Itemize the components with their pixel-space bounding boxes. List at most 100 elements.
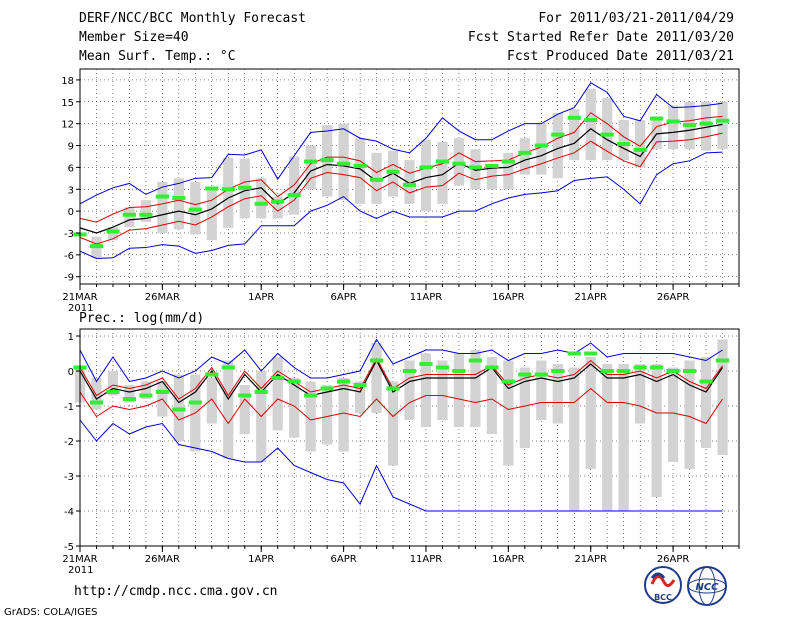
prec-ensemble-bar [717,339,728,455]
temp-xtick-label: 26MAR [145,292,180,303]
ncc-logo: NCC [687,566,727,606]
temp-observation-mark [386,169,400,174]
prec-observation-mark [188,400,202,405]
precipitation-panel: -5 -4 -3 -2 -1 0 1 21MAR 26MAR 1APR 6APR 11APR 16APR… [62,328,740,576]
temp-observation-mark [682,123,697,128]
prec-observation-mark [682,369,697,373]
prec-observation-mark [155,390,169,394]
temp-ytick-label: -3 [64,229,74,240]
temp-lower-std-line [79,132,723,245]
prec-observation-mark [304,393,318,398]
temp-observation-mark [617,142,631,147]
temp-observation-mark [271,199,285,204]
prec-observation-mark [584,351,598,356]
prec-ensemble-bar [486,357,497,434]
prec-ytick-label: -5 [64,542,74,553]
prec-xtick-label: 26APR [657,554,690,565]
footer-url[interactable]: http://cmdp.ncc.cma.gov.cn [74,584,278,599]
ncc-logo-text: NCC [695,582,719,593]
prec-observation-mark [254,390,268,394]
prec-observation-mark [172,407,186,412]
temp-ensemble-bar [223,157,234,228]
prec-xtick-label: 21APR [574,554,607,565]
temp-ensemble-bar [206,189,217,241]
temp-ensemble-bar [635,120,646,168]
temp-observation-mark [715,118,730,123]
temp-ytick-label: 9 [68,142,74,153]
temp-observation-mark [452,161,466,166]
temp-ensemble-bar [602,98,613,161]
prec-ensemble-bar [140,381,152,399]
temp-upper-std-line [79,112,723,223]
prec-ensemble-bar [437,360,448,420]
temp-ensemble-bar [173,178,184,230]
bcc-logo: BCC [644,566,682,604]
prec-observation-mark [666,369,680,373]
temp-observation-mark [600,132,614,137]
temp-ensemble-bar [667,105,679,150]
temp-observation-mark [155,194,169,199]
temp-observation-mark [485,163,499,168]
temp-observation-mark [320,158,334,163]
prec-ytick-label: -2 [64,437,74,448]
temp-ensemble-bar [651,116,662,150]
temp-ensemble-bar [272,196,283,219]
temp-ensemble-bar [552,112,563,179]
temp-observation-mark [254,201,268,206]
temp-ensemble-bar [157,181,168,233]
temp-ensemble-bar [305,145,316,190]
temp-observation-mark [650,116,664,121]
prec-ensemble-bar [289,378,300,438]
temp-ensemble-bar [256,178,267,219]
temp-observation-mark [402,182,417,187]
temp-ytick-label: -9 [64,273,74,284]
temp-observation-mark [567,115,581,120]
temp-observation-mark [501,159,515,164]
temp-observation-mark [468,165,482,170]
temp-ensemble-bar [289,156,300,215]
prec-ensemble-bar [618,364,629,511]
temp-observation-mark [172,196,186,200]
prec-ensemble-bar [124,385,135,403]
temp-observation-mark [139,212,153,217]
prec-observation-mark [650,365,664,370]
prec-ensemble-bar [107,371,119,396]
prec-observation-mark [633,365,647,370]
temp-observation-mark [337,161,351,166]
prec-mean-line [79,359,724,404]
prec-ensemble-bar [470,350,481,427]
prec-observation-mark [600,369,614,373]
temp-observation-mark [419,165,433,170]
temp-ytick-label: 3 [68,185,74,196]
temp-observation-mark [369,177,384,182]
prec-ensemble-bar [536,360,547,420]
temp-ytick-label: 0 [68,207,74,218]
temp-observation-mark [584,118,598,123]
bcc-logo-text: BCC [654,593,672,602]
temp-ensemble-bar [519,138,530,175]
prec-ensemble-bar [700,357,712,448]
prec-ensemble-bar [651,364,662,497]
temp-ensemble-bar [536,123,547,175]
prec-ensemble-bar [602,364,613,511]
temp-max-line [79,82,723,205]
prec-observation-mark [699,379,713,384]
header-fcst-started: Fcst Started Refer Date 2011/03/20 [468,30,734,45]
prec-observation-mark [518,372,532,377]
prec-ensemble-bar [354,381,366,413]
prec-min-line [79,419,723,512]
temp-ytick-label: 18 [61,76,74,87]
prec-observation-mark [139,393,153,398]
prec-observation-mark [617,369,631,373]
temp-ytick-label: 12 [61,120,74,131]
prec-ensemble-bar [684,360,695,469]
prec-observation-mark [468,358,482,363]
prec-ensemble-bar [552,364,563,424]
temp-observation-mark [106,229,120,234]
temp-observation-mark [699,121,713,126]
temp-observation-mark [666,119,680,124]
temp-ensemble-bar [618,120,629,161]
prec-observation-mark [551,369,565,373]
prec-ensemble-bar [338,378,349,452]
